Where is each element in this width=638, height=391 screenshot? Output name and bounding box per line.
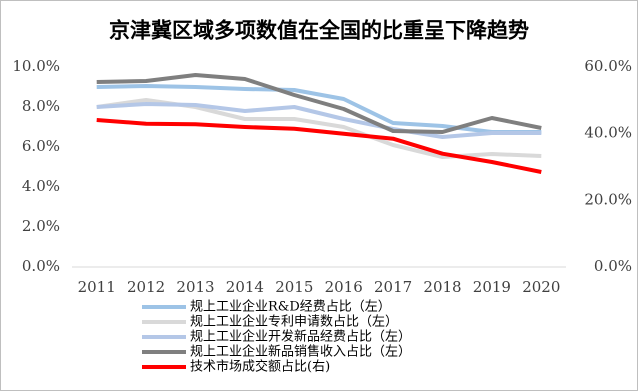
- legend-label: 规上工业企业专利申请数占比（左）: [190, 314, 398, 330]
- y2-tick-label: 40.0%: [584, 124, 632, 142]
- legend-label: 规上工业企业R&D经费占比（左）: [190, 299, 391, 315]
- x-tick-label: 2017: [374, 278, 412, 296]
- x-tick-label: 2020: [522, 278, 560, 296]
- y-tick-label: 4.0%: [22, 177, 60, 195]
- series-line: [96, 73, 542, 134]
- series-line: [96, 118, 542, 174]
- chart-title: 京津冀区域多项数值在全国的比重呈下降趋势: [109, 18, 529, 43]
- y2-tick-label: 0.0%: [594, 257, 632, 275]
- x-tick-label: 2015: [275, 278, 313, 296]
- x-tick-label: 2014: [226, 278, 264, 296]
- y-tick-label: 0.0%: [22, 257, 60, 275]
- y2-tick-label: 60.0%: [584, 57, 632, 75]
- legend-label: 规上工业企业新品销售收入占比（左）: [190, 344, 411, 360]
- y-tick-label: 8.0%: [22, 97, 60, 115]
- x-tick-label: 2016: [325, 278, 363, 296]
- y-tick-label: 6.0%: [22, 137, 60, 155]
- x-tick-label: 2011: [78, 278, 116, 296]
- series-line: [96, 102, 542, 139]
- legend-label: 技术市场成交额占比(右): [190, 359, 330, 375]
- series-line: [96, 84, 542, 134]
- y-tick-label: 2.0%: [22, 217, 60, 235]
- legend-label: 规上工业企业开发新品经费占比（左）: [190, 329, 411, 345]
- y-tick-label: 10.0%: [12, 57, 60, 75]
- x-tick-label: 2018: [423, 278, 461, 296]
- x-tick-label: 2012: [127, 278, 165, 296]
- x-tick-label: 2013: [176, 278, 214, 296]
- y2-tick-label: 20.0%: [584, 190, 632, 208]
- x-tick-label: 2019: [473, 278, 511, 296]
